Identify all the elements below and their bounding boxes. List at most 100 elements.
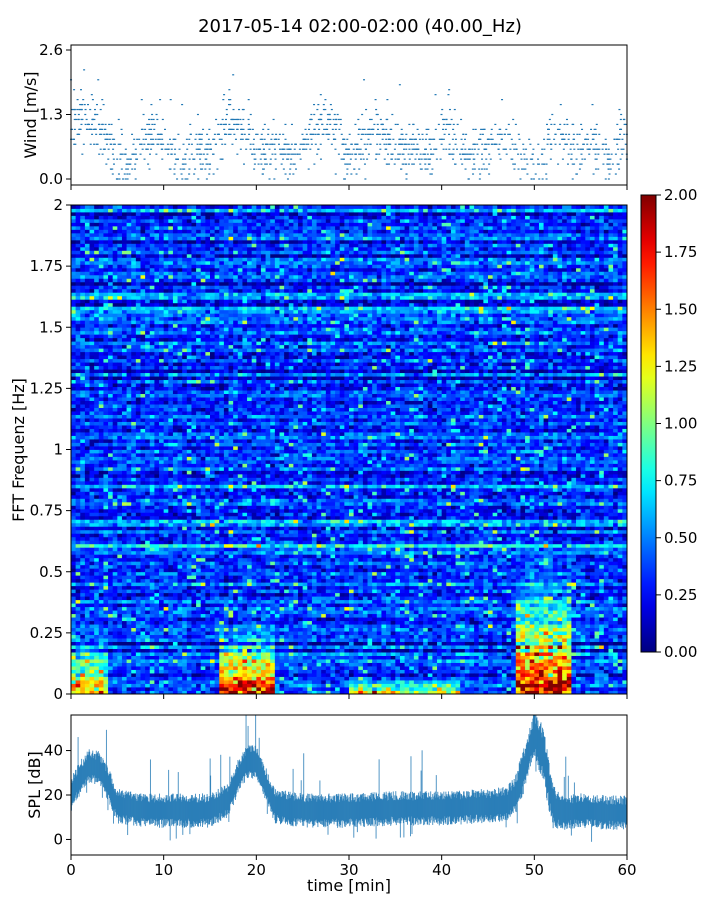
wind-point: [150, 148, 153, 150]
spectrogram-cell: [84, 582, 90, 587]
spectrogram-cell: [163, 257, 169, 262]
spectrogram-cell: [149, 529, 155, 534]
spectrogram-cell: [149, 299, 155, 304]
spectrogram-cell: [80, 680, 86, 684]
spectrogram-cell: [84, 211, 90, 216]
spectrogram-cell: [94, 239, 100, 244]
spectrogram-cell: [154, 404, 160, 408]
wind-point: [367, 153, 370, 155]
spectrogram-cell: [149, 498, 155, 503]
spectrogram-cell: [80, 631, 86, 636]
spectrogram-cell: [177, 246, 183, 251]
spectrogram-cell: [126, 400, 132, 405]
spectrogram-cell: [89, 358, 95, 363]
spectrogram-cell: [182, 309, 188, 314]
spectrogram-cell: [80, 683, 86, 688]
spectrogram-cell: [149, 638, 155, 643]
spectrogram-cell: [182, 557, 188, 562]
spectrogram-cell: [71, 680, 77, 684]
spectrogram-cell: [108, 449, 114, 454]
spectrogram-cell: [149, 519, 155, 524]
spectrogram-cell: [168, 383, 174, 388]
spectrogram-cell: [108, 575, 114, 580]
spectrogram-cell: [103, 299, 109, 304]
wind-point: [541, 163, 544, 165]
spectrogram-cell: [131, 659, 137, 663]
spectrogram-cell: [177, 250, 183, 255]
spectrogram-cell: [84, 264, 90, 269]
spectrogram-cell: [117, 501, 123, 506]
spectrogram-cell: [89, 302, 95, 307]
wind-point: [360, 138, 363, 140]
spectrogram-cell: [112, 225, 118, 230]
spectrogram-cell: [71, 645, 77, 649]
spectrogram-cell: [182, 369, 188, 374]
wind-point: [340, 158, 343, 160]
spectrogram-cell: [168, 292, 174, 297]
spectrogram-cell: [154, 463, 160, 468]
spectrogram-cell: [145, 571, 151, 576]
spectrogram-cell: [140, 323, 146, 328]
spectrogram-cell: [126, 680, 132, 684]
spectrogram-cell: [75, 428, 81, 433]
spectrogram-cell: [154, 638, 160, 643]
spectrogram-cell: [112, 466, 118, 471]
spectrogram-cell: [168, 246, 174, 251]
spectrogram-cell: [126, 599, 132, 604]
spectrogram-cell: [186, 470, 192, 475]
spectrogram-cell: [172, 397, 178, 401]
spectrogram-cell: [84, 432, 90, 436]
spectrogram-cell: [159, 547, 165, 552]
spectrogram-cell: [94, 676, 100, 681]
wind-point: [394, 143, 397, 145]
spectrogram-cell: [94, 383, 100, 388]
wind-point: [417, 133, 420, 135]
spectrogram-cell: [103, 323, 109, 328]
spectrogram-cell: [149, 550, 155, 555]
wind-point: [146, 148, 149, 150]
wind-point: [404, 138, 407, 140]
wind-point: [376, 133, 379, 135]
spectrogram-cell: [186, 484, 192, 489]
spectrogram-cell: [172, 676, 178, 681]
spectrogram-cell: [98, 205, 104, 209]
spectrogram-cell: [168, 610, 174, 615]
spectrogram-cell: [84, 215, 90, 220]
spectrogram-cell: [177, 505, 183, 510]
spectrogram-cell: [172, 529, 178, 534]
spectrogram-cell: [163, 351, 169, 356]
wind-point: [491, 138, 494, 140]
spectrogram-cell: [84, 519, 90, 524]
spectrogram-cell: [80, 407, 86, 412]
spectrogram-cell: [159, 505, 165, 510]
spectrogram-cell: [84, 288, 90, 293]
wind-point: [73, 89, 76, 91]
spectrogram-cell: [140, 421, 146, 426]
spectrogram-cell: [108, 393, 114, 398]
spectrogram-cell: [159, 386, 165, 391]
spectrogram-cell: [126, 348, 132, 353]
spectrogram-cell: [98, 477, 104, 482]
spectrogram-cell: [186, 638, 192, 643]
spectrogram-cell: [103, 480, 109, 485]
spectrogram-cell: [168, 666, 174, 670]
spectrogram-cell: [117, 372, 123, 377]
wind-point: [548, 118, 551, 121]
wind-point: [452, 128, 455, 130]
spectrogram-cell: [168, 662, 174, 667]
spectrogram-cell: [154, 299, 160, 304]
spectrogram-cell: [140, 687, 146, 691]
spectrogram-cell: [154, 267, 160, 272]
spectrogram-cell: [112, 634, 118, 639]
spectrogram-cell: [117, 491, 123, 496]
spectrogram-cell: [168, 267, 174, 272]
spectrogram-cell: [98, 687, 104, 691]
spectrogram-cell: [131, 620, 137, 625]
wind-point: [199, 163, 202, 165]
spectrogram-cell: [159, 680, 165, 684]
spectrogram-cell: [172, 627, 178, 632]
spectrogram-cell: [140, 564, 146, 569]
spectrogram-cell: [140, 253, 146, 258]
spectrogram-cell: [154, 501, 160, 506]
spectrogram-cell: [145, 330, 151, 335]
